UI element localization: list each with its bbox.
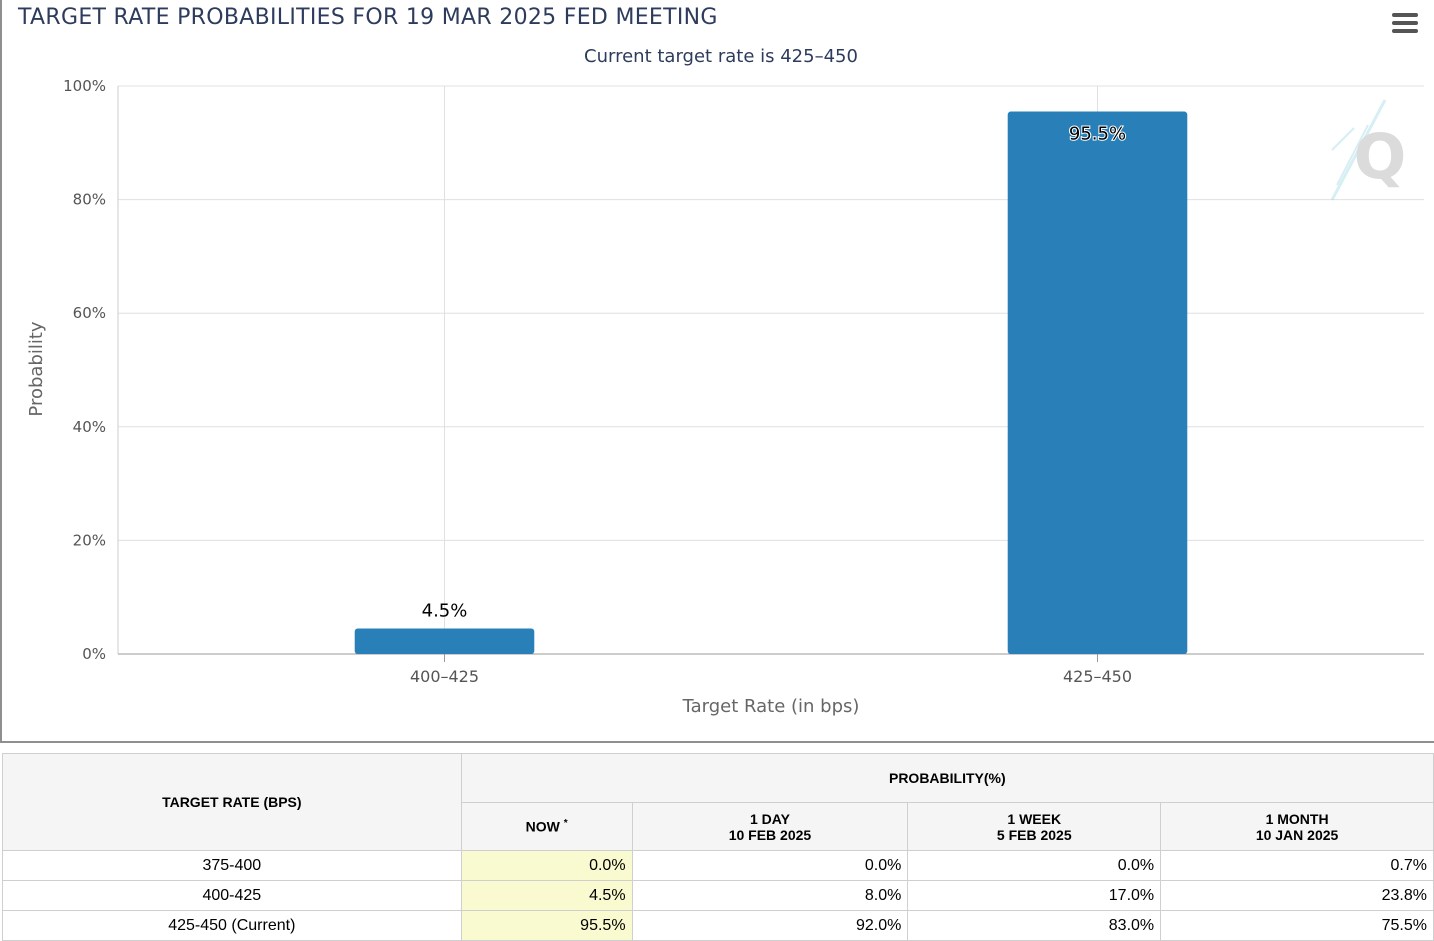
one-day-cell: 92.0% bbox=[631, 910, 909, 941]
table-row: 400-425 4.5% 8.0% 17.0% 23.8% bbox=[2, 880, 1434, 911]
x-axis-label: Target Rate (in bps) bbox=[682, 696, 860, 717]
chart-title: TARGET RATE PROBABILITIES FOR 19 MAR 202… bbox=[18, 5, 718, 30]
svg-text:Q: Q bbox=[1354, 120, 1407, 193]
now-cell: 4.5% bbox=[460, 880, 633, 911]
bar-chart: Current target rate is 425–450 0% 20% 40% 6… bbox=[26, 46, 1424, 717]
y-tick-label: 0% bbox=[82, 645, 106, 663]
now-header-label: NOW bbox=[525, 818, 560, 835]
rate-cell: 425-450 (Current) bbox=[2, 910, 462, 941]
probability-table: TARGET RATE (BPS) PROBABILITY(%) NOW * 1… bbox=[2, 753, 1434, 941]
table-row: 425-450 (Current) 95.5% 92.0% 83.0% 75.5… bbox=[2, 910, 1434, 941]
target-rate-header: TARGET RATE (BPS) bbox=[2, 753, 462, 851]
one-week-cell: 83.0% bbox=[907, 910, 1162, 941]
one-week-cell: 0.0% bbox=[907, 850, 1162, 881]
bars bbox=[354, 111, 1188, 654]
one-month-cell: 75.5% bbox=[1160, 910, 1434, 941]
one-day-cell: 8.0% bbox=[631, 880, 909, 911]
one-week-cell: 17.0% bbox=[907, 880, 1162, 911]
x-tick-label: 400–425 bbox=[410, 667, 479, 686]
axes: 0% 20% 40% 60% 80% 100% 400–425 425–450 bbox=[63, 77, 1132, 686]
q-logo-icon: Q bbox=[1330, 99, 1407, 201]
y-tick-label: 60% bbox=[73, 304, 106, 322]
one-day-header: 1 DAY 10 FEB 2025 bbox=[631, 802, 909, 851]
hamburger-menu-icon[interactable] bbox=[1392, 13, 1418, 35]
y-tick-label: 80% bbox=[73, 191, 106, 209]
one-week-header: 1 WEEK 5 FEB 2025 bbox=[907, 802, 1162, 851]
one-month-header: 1 MONTH 10 JAN 2025 bbox=[1160, 802, 1434, 851]
now-header: NOW * bbox=[460, 802, 633, 851]
rate-cell: 400-425 bbox=[2, 880, 462, 911]
data-labels: 4.5% 95.5% bbox=[422, 123, 1127, 622]
now-cell: 0.0% bbox=[460, 850, 633, 881]
y-tick-label: 40% bbox=[73, 418, 106, 436]
one-day-cell: 0.0% bbox=[631, 850, 909, 881]
y-tick-label: 20% bbox=[73, 531, 106, 549]
chart-panel: TARGET RATE PROBABILITIES FOR 19 MAR 202… bbox=[0, 0, 1434, 743]
one-month-cell: 0.7% bbox=[1160, 850, 1434, 881]
now-cell: 95.5% bbox=[460, 910, 633, 941]
bar[interactable] bbox=[354, 628, 535, 654]
bar-data-label: 4.5% bbox=[422, 600, 468, 621]
now-footnote-marker: * bbox=[563, 818, 568, 830]
gridlines bbox=[118, 85, 1424, 655]
rate-cell: 375-400 bbox=[2, 850, 462, 881]
chart-subtitle: Current target rate is 425–450 bbox=[584, 46, 858, 67]
probability-header: PROBABILITY(%) bbox=[460, 753, 1434, 803]
x-tick-label: 425–450 bbox=[1063, 667, 1132, 686]
bar-data-label: 95.5% bbox=[1069, 124, 1126, 145]
one-month-cell: 23.8% bbox=[1160, 880, 1434, 911]
table-row: 375-400 0.0% 0.0% 0.0% 0.7% bbox=[2, 850, 1434, 881]
y-tick-label: 100% bbox=[63, 77, 106, 95]
y-axis-label: Probability bbox=[26, 321, 47, 416]
bar[interactable] bbox=[1007, 111, 1188, 654]
